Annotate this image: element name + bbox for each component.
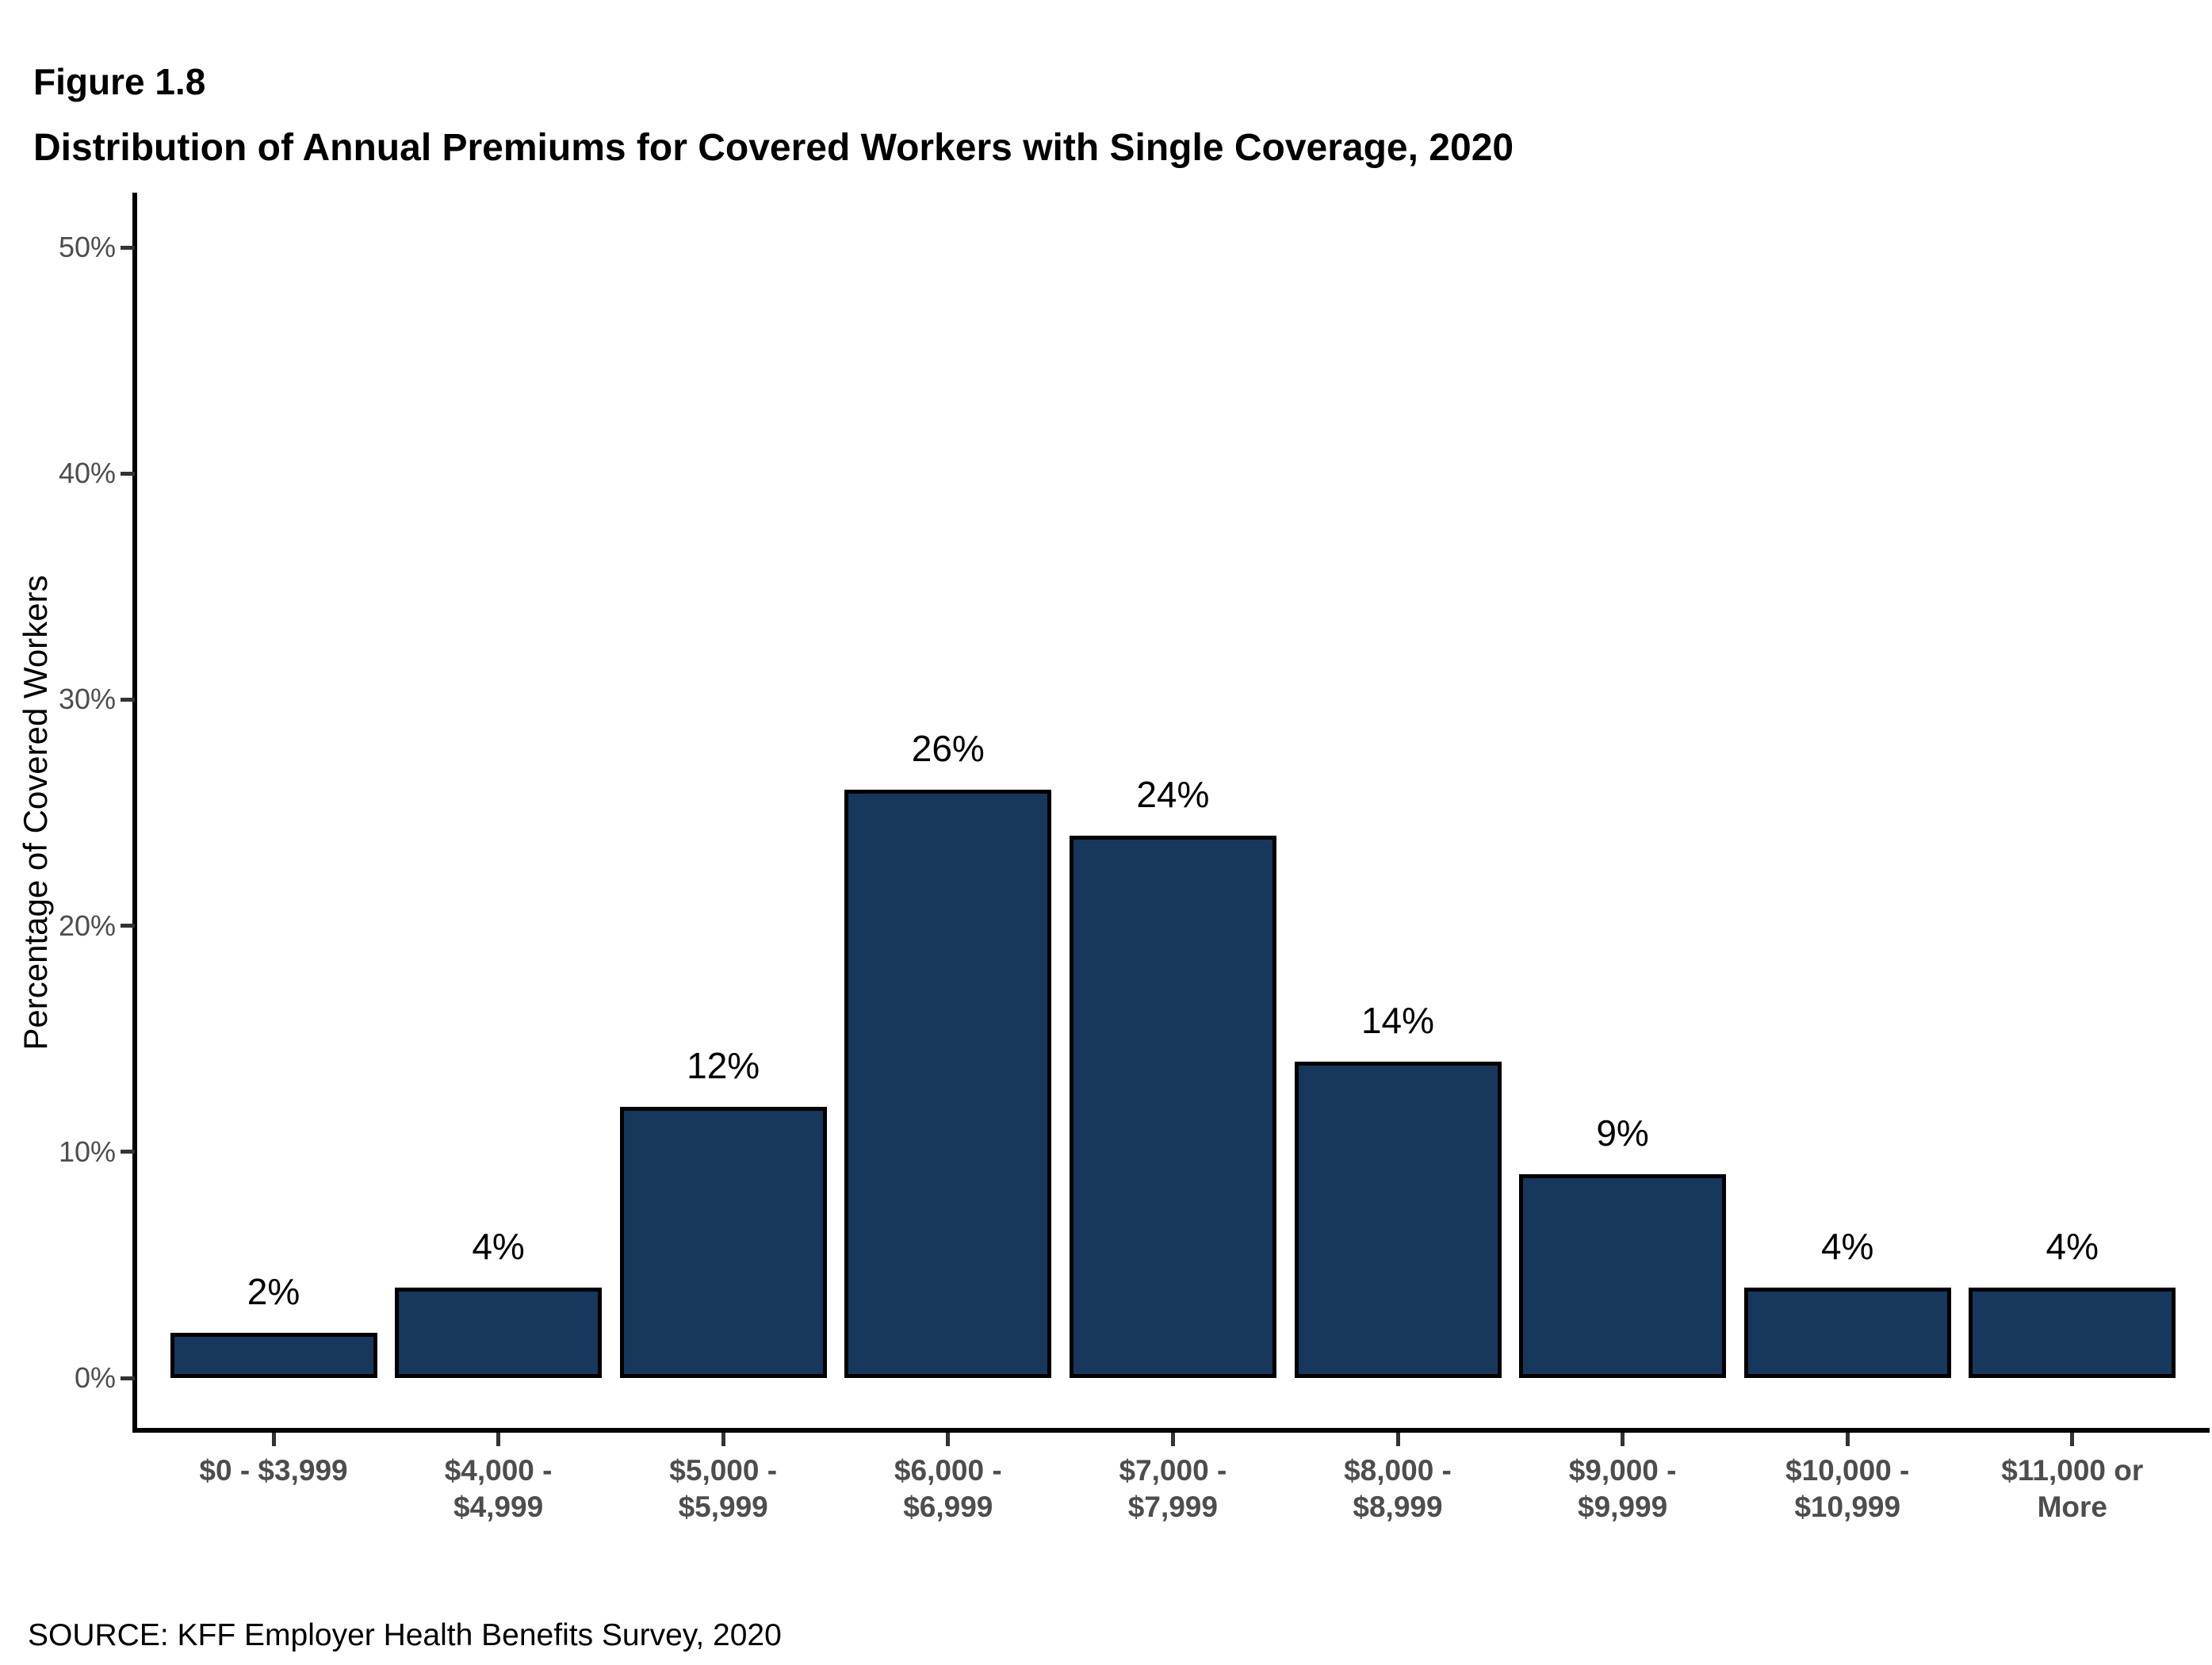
- y-tick-label: 0%: [74, 1361, 116, 1394]
- x-axis-label: $0 - $3,999: [199, 1454, 348, 1487]
- bar: [1069, 835, 1276, 1378]
- bar-value-label: 24%: [1136, 773, 1210, 815]
- y-tick-mark: [121, 924, 135, 928]
- bar: [1969, 1287, 2176, 1378]
- x-axis-label: $4,000 - $4,999: [444, 1454, 553, 1523]
- x-axis-label: $8,000 - $8,999: [1344, 1454, 1452, 1523]
- x-tick-mark: [721, 1433, 725, 1446]
- y-tick-label: 20%: [58, 909, 116, 942]
- y-tick-mark: [121, 1376, 135, 1380]
- bar-value-label: 4%: [1820, 1225, 1874, 1267]
- x-axis-label: $5,000 - $5,999: [669, 1454, 778, 1523]
- y-tick-mark: [121, 1150, 135, 1154]
- x-tick-mark: [271, 1433, 276, 1446]
- x-axis-label: $7,000 - $7,999: [1119, 1454, 1227, 1523]
- source-note: SOURCE: KFF Employer Health Benefits Sur…: [28, 1618, 782, 1652]
- figure-title: Distribution of Annual Premiums for Cove…: [33, 127, 1514, 169]
- bar-value-label: 4%: [472, 1225, 525, 1267]
- x-axis-label: $10,000 - $10,999: [1785, 1454, 1910, 1523]
- y-tick-mark: [121, 471, 135, 476]
- figure-label: Figure 1.8: [33, 61, 206, 102]
- bar-value-label: 9%: [1596, 1112, 1649, 1154]
- y-tick-mark: [121, 697, 135, 702]
- bar: [395, 1287, 603, 1378]
- x-axis-label: $6,000 - $6,999: [894, 1454, 1002, 1523]
- x-tick-mark: [496, 1433, 501, 1446]
- y-axis-title: Percentage of Covered Workers: [17, 575, 54, 1051]
- bar-value-label: 14%: [1360, 999, 1435, 1041]
- bar: [1519, 1174, 1727, 1378]
- bar: [1743, 1287, 1951, 1378]
- bar: [1294, 1061, 1502, 1378]
- bar-value-label: 2%: [247, 1270, 300, 1312]
- x-tick-mark: [1395, 1433, 1400, 1446]
- bar: [619, 1106, 827, 1378]
- bar-value-label: 4%: [2046, 1225, 2099, 1267]
- y-tick-label: 40%: [58, 457, 116, 490]
- y-axis-line: [132, 193, 137, 1433]
- x-axis-label: $11,000 or More: [2001, 1454, 2144, 1523]
- x-axis-label: $9,000 - $9,999: [1568, 1454, 1677, 1523]
- y-tick-label: 50%: [58, 231, 116, 263]
- x-tick-mark: [1170, 1433, 1175, 1446]
- x-tick-mark: [1621, 1433, 1625, 1446]
- bar-value-label: 26%: [911, 728, 985, 770]
- y-tick-label: 10%: [58, 1135, 116, 1168]
- x-tick-mark: [946, 1433, 951, 1446]
- y-tick-label: 30%: [58, 683, 116, 716]
- bar: [844, 790, 1052, 1378]
- x-axis-line: [132, 1428, 2210, 1433]
- x-tick-mark: [2070, 1433, 2075, 1446]
- bar-value-label: 12%: [687, 1044, 760, 1086]
- y-tick-mark: [121, 245, 135, 250]
- bar: [170, 1332, 377, 1378]
- x-tick-mark: [1845, 1433, 1850, 1446]
